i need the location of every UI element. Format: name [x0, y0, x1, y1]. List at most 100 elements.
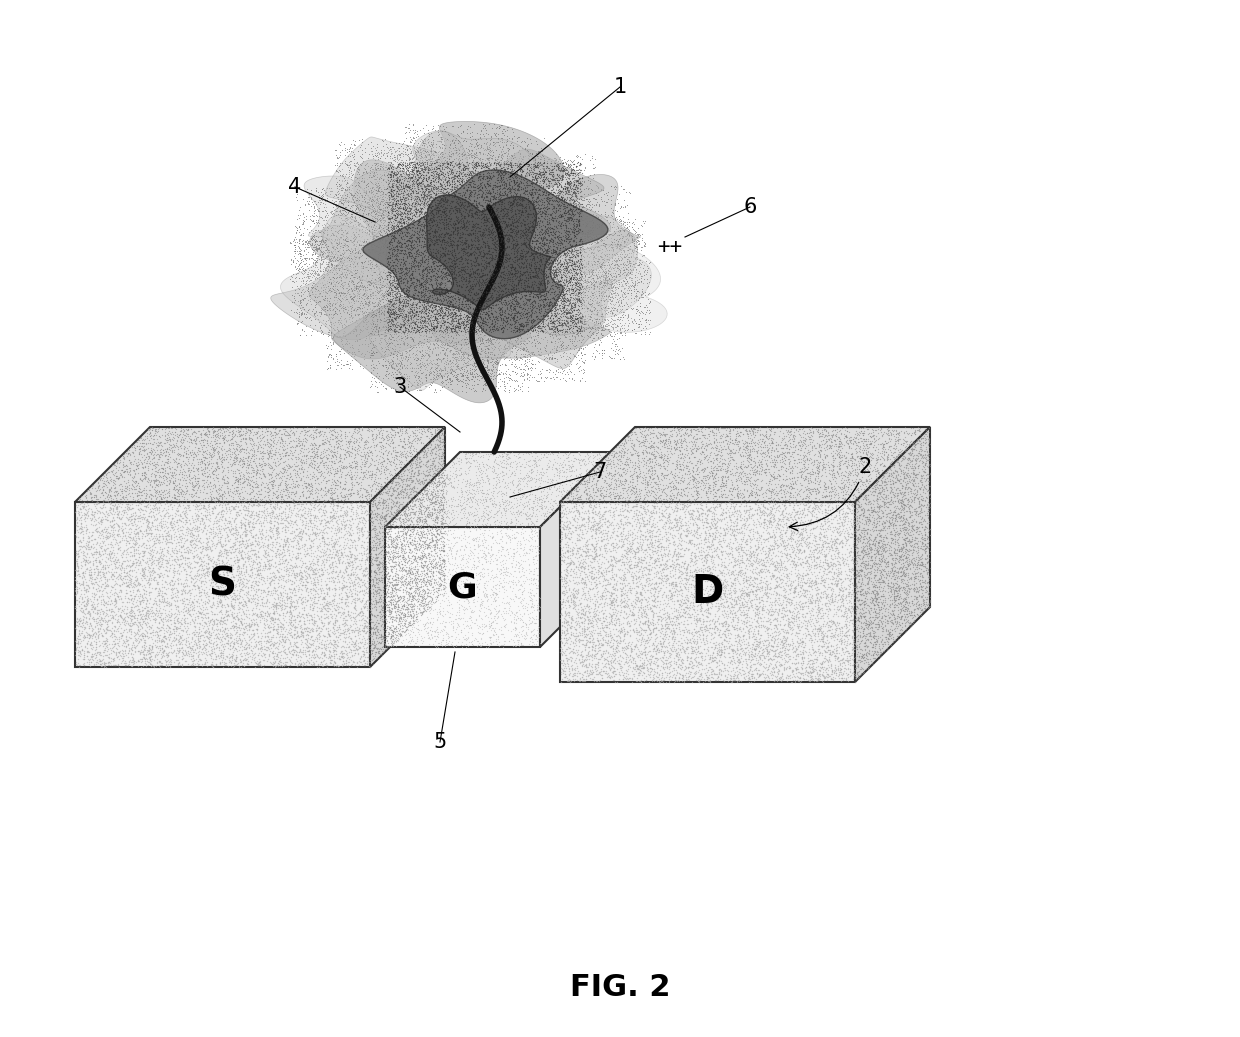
Point — [115, 656, 135, 673]
Point — [164, 624, 184, 641]
Point — [347, 166, 367, 183]
Point — [219, 442, 239, 458]
Point — [155, 465, 175, 481]
Point — [464, 301, 484, 317]
Point — [836, 472, 856, 488]
Point — [738, 427, 758, 444]
Point — [890, 500, 910, 516]
Point — [391, 295, 410, 311]
Point — [365, 561, 384, 578]
Point — [662, 501, 682, 517]
Point — [357, 180, 377, 197]
Point — [494, 293, 513, 310]
Point — [463, 319, 482, 336]
Point — [699, 502, 719, 518]
Point — [336, 616, 356, 633]
Point — [386, 444, 405, 460]
Point — [247, 470, 267, 486]
Point — [322, 443, 342, 459]
Point — [314, 272, 334, 288]
Point — [739, 621, 759, 638]
Point — [554, 197, 574, 214]
Point — [919, 501, 939, 517]
Point — [476, 156, 496, 172]
Point — [427, 588, 446, 605]
Point — [595, 468, 615, 484]
Point — [372, 357, 392, 373]
Point — [713, 441, 733, 457]
Point — [450, 241, 470, 257]
Point — [386, 355, 405, 371]
Point — [558, 211, 578, 227]
Point — [185, 633, 205, 649]
Point — [368, 183, 388, 199]
Point — [511, 612, 531, 628]
Point — [459, 181, 479, 198]
Point — [477, 310, 497, 327]
Point — [777, 586, 797, 602]
Point — [775, 560, 795, 577]
Point — [528, 353, 548, 369]
Point — [432, 577, 451, 593]
Point — [454, 356, 474, 372]
Point — [475, 509, 495, 526]
Point — [88, 644, 108, 661]
Point — [429, 432, 449, 449]
Point — [562, 251, 582, 268]
Point — [771, 476, 791, 493]
Point — [650, 491, 670, 507]
Point — [441, 493, 461, 509]
Point — [532, 279, 552, 296]
Point — [149, 607, 169, 623]
Point — [324, 473, 343, 489]
Point — [378, 313, 398, 330]
Point — [391, 513, 410, 530]
Point — [410, 282, 430, 299]
Point — [532, 347, 552, 364]
Point — [226, 481, 246, 498]
Point — [486, 314, 506, 331]
Point — [322, 263, 342, 280]
Point — [620, 269, 640, 285]
Point — [455, 247, 475, 263]
Point — [500, 286, 520, 303]
Point — [89, 524, 109, 540]
Point — [918, 563, 937, 580]
Point — [424, 164, 444, 180]
Point — [317, 264, 337, 281]
Point — [699, 560, 719, 577]
Point — [494, 451, 513, 468]
Point — [342, 189, 362, 205]
Point — [572, 541, 591, 558]
Point — [311, 640, 331, 656]
Point — [490, 176, 510, 193]
Point — [820, 668, 839, 684]
Point — [134, 452, 154, 469]
Point — [278, 590, 298, 607]
Point — [231, 502, 250, 518]
Point — [362, 534, 382, 551]
Point — [706, 517, 725, 534]
Point — [340, 156, 360, 172]
Point — [512, 254, 532, 271]
Point — [422, 220, 441, 236]
Point — [744, 591, 764, 608]
Point — [231, 569, 250, 586]
Point — [864, 503, 884, 520]
Point — [671, 500, 691, 516]
Point — [131, 592, 151, 609]
Point — [763, 491, 782, 507]
Point — [73, 542, 93, 559]
Point — [590, 269, 610, 285]
Point — [348, 299, 368, 315]
Point — [295, 577, 315, 593]
Point — [660, 583, 680, 599]
Point — [538, 198, 558, 215]
Point — [528, 611, 548, 627]
Point — [409, 626, 429, 643]
Point — [763, 516, 782, 533]
Point — [463, 211, 482, 227]
Point — [422, 220, 441, 236]
Point — [529, 178, 549, 195]
Point — [587, 467, 606, 483]
